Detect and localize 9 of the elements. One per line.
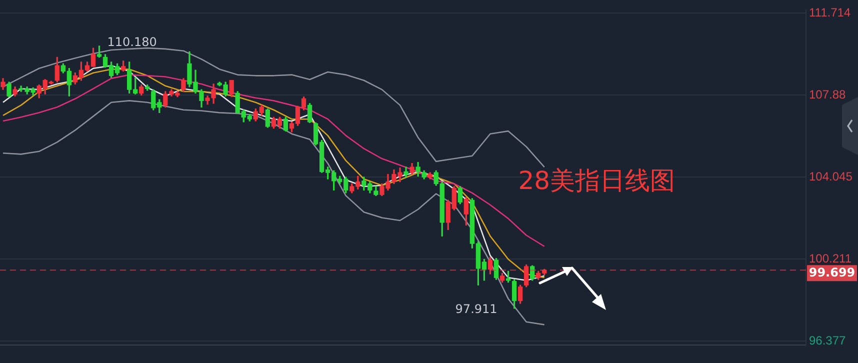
y-tick-label: 111.714 (809, 5, 851, 20)
y-tick-label: 104.045 (809, 169, 853, 184)
annotation: 28美指日线图 (518, 166, 676, 196)
ref-line-label: 99.699 (808, 265, 856, 280)
y-tick-label: 107.88 (809, 87, 846, 102)
y-tick-label: 100.211 (809, 252, 852, 266)
annotation: 110.180 (107, 35, 157, 50)
y-tick-label: 96.377 (809, 334, 846, 348)
annotation: 97.911 (455, 302, 498, 316)
